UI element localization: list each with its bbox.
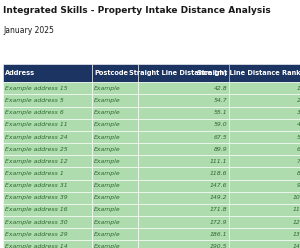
Text: Example address 11: Example address 11 bbox=[5, 122, 68, 127]
Text: Example address 25: Example address 25 bbox=[5, 147, 68, 152]
Text: 8: 8 bbox=[297, 171, 300, 176]
Text: Integrated Skills - Property Intake Distance Analysis: Integrated Skills - Property Intake Dist… bbox=[3, 6, 271, 15]
Text: Example address 15: Example address 15 bbox=[5, 86, 68, 91]
Text: 10: 10 bbox=[293, 195, 300, 200]
Text: Example: Example bbox=[94, 147, 121, 152]
Text: Example: Example bbox=[94, 171, 121, 176]
Text: Example address 30: Example address 30 bbox=[5, 219, 68, 225]
Text: Example: Example bbox=[94, 98, 121, 103]
Text: Example: Example bbox=[94, 134, 121, 140]
Text: Example: Example bbox=[94, 122, 121, 127]
Text: 9: 9 bbox=[297, 183, 300, 188]
Text: 4: 4 bbox=[297, 122, 300, 127]
Text: Example address 12: Example address 12 bbox=[5, 159, 68, 164]
Text: Example address 31: Example address 31 bbox=[5, 183, 68, 188]
Text: Example: Example bbox=[94, 110, 121, 115]
Text: 172.9: 172.9 bbox=[210, 219, 227, 225]
Text: Example address 1: Example address 1 bbox=[5, 171, 64, 176]
Text: Example: Example bbox=[94, 183, 121, 188]
Text: Example address 29: Example address 29 bbox=[5, 232, 68, 237]
Text: 55.1: 55.1 bbox=[214, 110, 227, 115]
Text: 67.5: 67.5 bbox=[214, 134, 227, 140]
Text: Example: Example bbox=[94, 159, 121, 164]
Text: Example address 24: Example address 24 bbox=[5, 134, 68, 140]
Text: Example: Example bbox=[94, 244, 121, 248]
Text: 190.5: 190.5 bbox=[210, 244, 227, 248]
Text: 12: 12 bbox=[293, 219, 300, 225]
Text: Example address 16: Example address 16 bbox=[5, 207, 68, 213]
Text: 7: 7 bbox=[297, 159, 300, 164]
Text: January 2025: January 2025 bbox=[3, 26, 54, 35]
Text: 6: 6 bbox=[297, 147, 300, 152]
Text: 111.1: 111.1 bbox=[210, 159, 227, 164]
Text: 11: 11 bbox=[293, 207, 300, 213]
Text: 3: 3 bbox=[297, 110, 300, 115]
Text: 2: 2 bbox=[297, 98, 300, 103]
Text: 118.6: 118.6 bbox=[210, 171, 227, 176]
Text: Example address 39: Example address 39 bbox=[5, 195, 68, 200]
Text: 147.6: 147.6 bbox=[210, 183, 227, 188]
Text: Example: Example bbox=[94, 232, 121, 237]
Text: Example: Example bbox=[94, 86, 121, 91]
Text: Example address 6: Example address 6 bbox=[5, 110, 64, 115]
Text: Straight Line Distance Rank: Straight Line Distance Rank bbox=[197, 70, 300, 76]
Text: Example address 14: Example address 14 bbox=[5, 244, 68, 248]
Text: 14: 14 bbox=[293, 244, 300, 248]
Text: 59.0: 59.0 bbox=[214, 122, 227, 127]
Text: 5: 5 bbox=[297, 134, 300, 140]
Text: Address: Address bbox=[5, 70, 35, 76]
Text: 42.8: 42.8 bbox=[214, 86, 227, 91]
Text: Example: Example bbox=[94, 219, 121, 225]
Text: 1: 1 bbox=[297, 86, 300, 91]
Text: 54.7: 54.7 bbox=[214, 98, 227, 103]
Text: 171.8: 171.8 bbox=[210, 207, 227, 213]
Text: Postcode: Postcode bbox=[94, 70, 128, 76]
Text: Straight Line Distance (m): Straight Line Distance (m) bbox=[129, 70, 227, 76]
Text: 89.9: 89.9 bbox=[214, 147, 227, 152]
Text: 13: 13 bbox=[293, 232, 300, 237]
Text: Example: Example bbox=[94, 195, 121, 200]
Text: 149.2: 149.2 bbox=[210, 195, 227, 200]
Text: Example address 5: Example address 5 bbox=[5, 98, 64, 103]
Text: Example: Example bbox=[94, 207, 121, 213]
Text: 186.1: 186.1 bbox=[210, 232, 227, 237]
